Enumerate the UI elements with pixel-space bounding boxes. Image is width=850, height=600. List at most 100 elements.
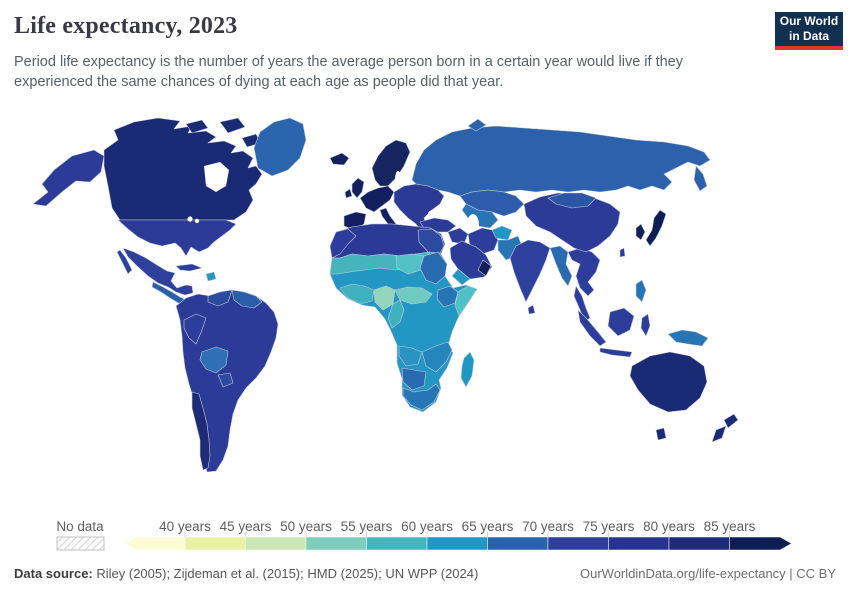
legend-tick-label: 70 years	[522, 519, 574, 534]
region-ireland[interactable]	[344, 188, 353, 199]
region-new-zealand-south[interactable]	[711, 425, 727, 443]
region-sri-lanka[interactable]	[527, 304, 536, 315]
region-uk[interactable]	[351, 177, 365, 199]
region-iceland[interactable]	[329, 152, 350, 166]
legend-bin-45-50[interactable]	[245, 536, 307, 551]
region-oman[interactable]	[477, 259, 492, 277]
region-hispaniola-haiti[interactable]	[205, 271, 217, 282]
legend-tick-label: 60 years	[401, 519, 453, 534]
legend-tick-label: 80 years	[643, 519, 695, 534]
region-south-africa[interactable]	[402, 383, 441, 411]
black-sea	[428, 209, 446, 219]
region-paraguay[interactable]	[217, 372, 234, 388]
region-novaya-zemlya[interactable]	[467, 118, 487, 132]
region-cuba[interactable]	[175, 263, 203, 272]
region-peru[interactable]	[183, 313, 207, 345]
chart-subtitle: Period life expectancy is the number of …	[14, 54, 683, 90]
region-russia[interactable]	[411, 125, 711, 197]
region-morocco[interactable]	[329, 228, 357, 259]
region-mexico[interactable]	[122, 247, 194, 296]
great-lakes-2	[194, 218, 200, 224]
legend-no-data-hatch	[57, 537, 104, 550]
region-levant-iraq[interactable]	[447, 227, 469, 245]
region-japan[interactable]	[645, 209, 667, 247]
region-west-africa[interactable]	[339, 283, 375, 305]
data-source: Data source: Riley (2005); Zijdeman et a…	[14, 566, 478, 581]
region-afghanistan[interactable]	[491, 225, 513, 241]
region-sumatra[interactable]	[577, 309, 607, 347]
region-taiwan[interactable]	[619, 247, 626, 258]
region-angola[interactable]	[398, 345, 423, 367]
region-india[interactable]	[509, 239, 551, 303]
region-egypt[interactable]	[417, 228, 445, 254]
region-australia[interactable]	[629, 351, 708, 413]
region-sulawesi[interactable]	[640, 313, 651, 337]
region-kamchatka[interactable]	[693, 165, 708, 192]
region-new-guinea[interactable]	[667, 329, 709, 347]
region-usa[interactable]	[117, 219, 237, 257]
legend-bin-65-70[interactable]	[487, 536, 549, 551]
region-baja-california[interactable]	[116, 249, 133, 275]
region-venezuela[interactable]	[207, 289, 233, 307]
legend-tick-label: 45 years	[220, 519, 272, 534]
owid-logo-accent	[775, 46, 843, 50]
region-car-south-sudan[interactable]	[394, 286, 433, 305]
region-central-asia[interactable]	[461, 203, 499, 229]
owid-logo-line2: in Data	[788, 29, 829, 43]
region-chile[interactable]	[191, 391, 211, 471]
baltic-sea	[395, 171, 401, 187]
region-korea[interactable]	[635, 223, 646, 241]
owid-logo-line1: Our World	[779, 14, 839, 28]
footer-link[interactable]: OurWorldinData.org/life-expectancy | CC …	[579, 566, 836, 581]
region-canada-arctic-island-2[interactable]	[219, 117, 246, 134]
legend-tick-label: 50 years	[280, 519, 332, 534]
region-cameroon[interactable]	[387, 299, 405, 329]
legend-no-data-label: No data	[56, 519, 104, 534]
region-canada-arctic-island-1[interactable]	[185, 119, 209, 134]
region-borneo[interactable]	[607, 307, 635, 337]
region-yemen[interactable]	[451, 268, 471, 286]
region-ethiopia[interactable]	[436, 285, 459, 308]
region-scandinavia[interactable]	[371, 139, 411, 187]
hudson-bay	[204, 162, 229, 192]
legend-tick-label: 65 years	[462, 519, 514, 534]
legend-tick-label: 55 years	[341, 519, 393, 534]
legend-bin-under-40[interactable]	[124, 536, 186, 551]
region-sudan[interactable]	[419, 251, 448, 285]
region-bolivia[interactable]	[199, 346, 229, 374]
owid-logo[interactable]: Our World in Data	[775, 12, 843, 50]
legend-bin-60-65[interactable]	[426, 536, 488, 551]
region-canada[interactable]	[103, 117, 263, 221]
legend-bin-80-85[interactable]	[668, 536, 730, 551]
region-guianas[interactable]	[231, 289, 263, 309]
legend-bin-50-55[interactable]	[305, 536, 367, 551]
region-philippines[interactable]	[635, 279, 647, 303]
region-somalia[interactable]	[454, 285, 478, 317]
region-new-zealand-north[interactable]	[723, 413, 739, 429]
region-zambia-zimbabwe[interactable]	[421, 341, 453, 373]
legend-tick-label: 40 years	[159, 519, 211, 534]
chart-footer: Data source: Riley (2005); Zijdeman et a…	[14, 566, 836, 581]
region-java[interactable]	[599, 347, 633, 358]
region-western-europe[interactable]	[359, 185, 395, 213]
legend-tick-label: 75 years	[583, 519, 635, 534]
region-myanmar-bangladesh[interactable]	[549, 245, 573, 287]
region-madagascar[interactable]	[460, 351, 475, 388]
legend-bin-55-60[interactable]	[366, 536, 428, 551]
legend-bin-75-80[interactable]	[608, 536, 670, 551]
region-mongolia[interactable]	[547, 192, 597, 209]
region-greenland[interactable]	[253, 117, 307, 177]
region-alaska[interactable]	[32, 149, 105, 207]
legend-bin-over-85[interactable]	[729, 536, 793, 551]
map-legend: No data 40 years 45 years 50 years 55 ye…	[56, 519, 793, 551]
legend-bin-70-75[interactable]	[547, 536, 609, 551]
chart-title: Life expectancy, 2023	[14, 13, 238, 39]
owid-logo-box: Our World in Data	[775, 12, 843, 46]
legend-tick-label: 85 years	[704, 519, 756, 534]
data-source-text: Riley (2005); Zijdeman et al. (2015); HM…	[92, 566, 479, 581]
region-se-asia[interactable]	[567, 247, 601, 297]
region-namibia-botswana[interactable]	[401, 367, 427, 391]
legend-bin-40-45[interactable]	[184, 536, 246, 551]
region-tasmania[interactable]	[655, 427, 667, 441]
